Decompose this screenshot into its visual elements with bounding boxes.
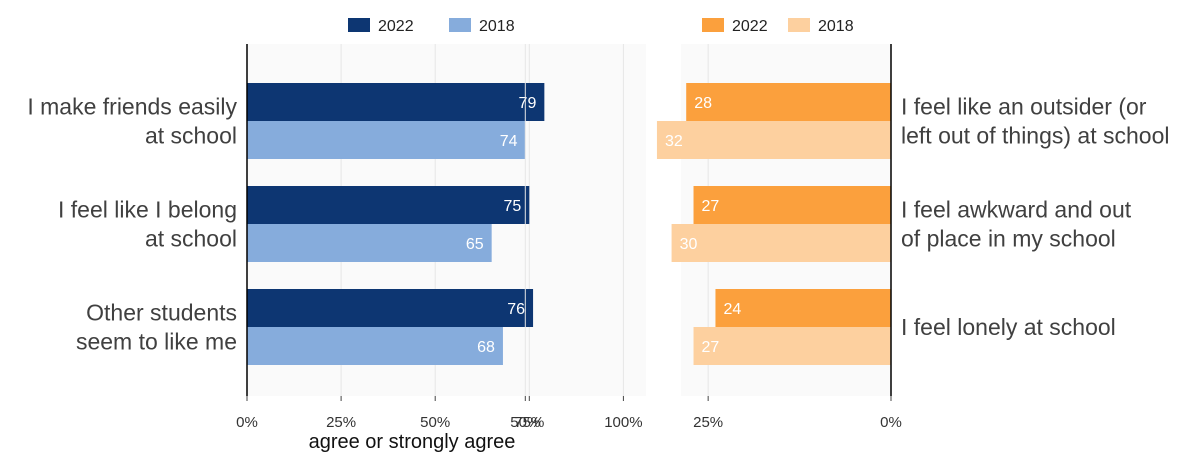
legend-swatch-2018 [788, 18, 810, 32]
x-tick-label: 75% [514, 414, 544, 431]
legend-label: 2022 [732, 18, 768, 35]
category-label: I feel like an outsider (or left out of t… [901, 94, 1170, 149]
x-tick-label: 25% [326, 414, 356, 431]
bar-2018 [656, 121, 891, 159]
data-label: 79 [519, 95, 537, 112]
data-label: 76 [507, 301, 525, 318]
legend-label: 2018 [479, 18, 515, 35]
bar-2018 [247, 327, 503, 365]
data-label: 74 [500, 133, 518, 150]
bar-2018 [247, 121, 526, 159]
legend-label: 2018 [818, 18, 854, 35]
x-tick-label: 25% [693, 414, 723, 431]
data-label: 68 [477, 339, 495, 356]
category-label: I feel awkward and out of place in my sch… [901, 197, 1132, 252]
category-label: I make friends easily at school [27, 94, 237, 149]
bar-2022 [247, 186, 530, 224]
bar-2022 [715, 289, 891, 327]
bar-2022 [693, 186, 891, 224]
legend-swatch-2022 [348, 18, 370, 32]
bar-2022 [686, 83, 891, 121]
category-label: I feel like I belong at school [58, 197, 237, 252]
data-label: 75 [504, 198, 522, 215]
data-label: 65 [466, 236, 484, 253]
x-axis-title: agree or strongly agree [309, 431, 516, 453]
x-tick-label: 0% [880, 414, 902, 431]
x-tick-label: 50% [510, 414, 540, 431]
category-label: Other students seem to like me [76, 300, 237, 355]
data-label: 32 [665, 133, 683, 150]
bar-2022 [247, 83, 545, 121]
bar-2018 [693, 327, 891, 365]
x-tick-label: 100% [604, 414, 642, 431]
bar-2022 [247, 289, 534, 327]
legend-swatch-2018 [449, 18, 471, 32]
positive-statements-chart: 79 74 I make friends easily at school 75 65 I … [27, 18, 646, 453]
data-label: 30 [680, 236, 698, 253]
x-tick-label: 0% [236, 414, 258, 431]
legend-label: 2022 [378, 18, 414, 35]
x-tick-label: 50% [420, 414, 450, 431]
bar-2018 [247, 224, 492, 262]
legend-swatch-2022 [702, 18, 724, 32]
data-label: 27 [702, 339, 720, 356]
category-label: I feel lonely at school [901, 314, 1116, 340]
negative-statements-chart: 28 32 I feel like an outsider (or left out … [510, 18, 1170, 431]
data-label: 28 [694, 95, 712, 112]
data-label: 24 [723, 301, 741, 318]
bar-2018 [671, 224, 891, 262]
data-label: 27 [702, 198, 720, 215]
